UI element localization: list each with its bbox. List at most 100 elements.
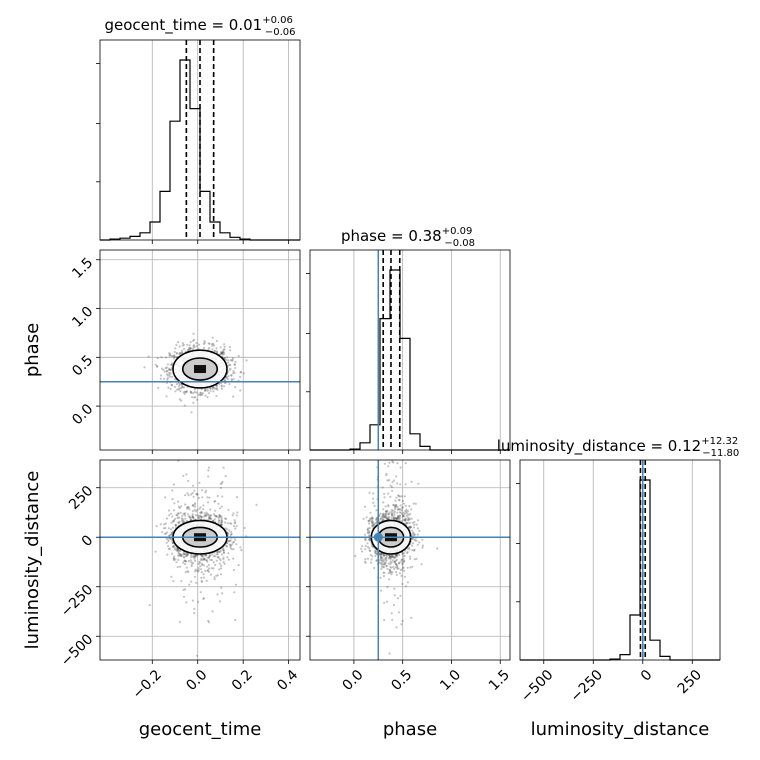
- scatter-point: [400, 574, 403, 578]
- scatter-point: [392, 511, 395, 515]
- scatter-point: [211, 344, 214, 347]
- scatter-point: [210, 518, 213, 521]
- scatter-point: [390, 512, 393, 515]
- x-tick-label: 0.0: [340, 667, 367, 694]
- title-phase-minus: −0.08: [444, 238, 475, 249]
- scatter-point: [393, 560, 396, 563]
- scatter-point: [404, 512, 407, 515]
- scatter-point: [219, 573, 223, 576]
- scatter-point: [178, 552, 181, 555]
- scatter-point: [156, 357, 159, 360]
- scatter-point: [385, 474, 388, 477]
- scatter-point: [382, 501, 385, 504]
- scatter-point: [393, 561, 396, 564]
- title-distance: luminosity_distance = 0.12+12.32 −11.80: [497, 436, 739, 459]
- scatter-point: [204, 491, 207, 494]
- scatter-point: [188, 516, 191, 519]
- scatter-point: [235, 496, 239, 499]
- panel-frame: [309, 249, 511, 451]
- scatter-point: [387, 492, 390, 495]
- scatter-point: [165, 395, 168, 398]
- scatter-point: [203, 342, 206, 345]
- scatter-point: [383, 618, 386, 622]
- scatter-point: [403, 569, 406, 573]
- panel-frame: [99, 39, 301, 241]
- scatter-point: [383, 492, 386, 495]
- scatter-point: [190, 391, 193, 394]
- scatter-point: [384, 512, 387, 516]
- scatter-point: [179, 390, 182, 393]
- scatter-point: [402, 566, 405, 569]
- scatter-point: [175, 513, 178, 517]
- scatter-point: [173, 354, 176, 357]
- scatter-point: [200, 510, 203, 513]
- scatter-point: [219, 346, 222, 349]
- scatter-point: [165, 517, 168, 520]
- scatter-point: [218, 568, 221, 571]
- scatter-point: [172, 483, 175, 486]
- scatter-point: [202, 573, 205, 576]
- scatter-point: [166, 373, 169, 376]
- scatter-point: [206, 569, 210, 572]
- scatter-point: [389, 565, 392, 568]
- scatter-point: [375, 509, 378, 512]
- scatter-point: [411, 537, 414, 540]
- scatter-point: [176, 521, 179, 524]
- scatter-point: [170, 363, 173, 366]
- scatter-point: [196, 554, 199, 557]
- scatter-point: [411, 544, 414, 547]
- scatter-point: [217, 521, 220, 524]
- scatter-point: [170, 538, 173, 541]
- scatter-point: [174, 355, 177, 358]
- scatter-point: [403, 554, 406, 558]
- scatter-point: [148, 604, 151, 607]
- scatter-point: [403, 495, 406, 498]
- scatter-point: [178, 506, 181, 510]
- scatter-point: [220, 351, 223, 354]
- x-tick-label: 1.5: [486, 667, 513, 694]
- scatter-point: [201, 558, 204, 562]
- scatter-point: [163, 370, 166, 373]
- scatter-point: [225, 375, 228, 378]
- scatter-point: [391, 554, 394, 557]
- scatter-point: [237, 354, 240, 358]
- scatter-point: [421, 546, 424, 549]
- scatter-point: [173, 378, 176, 381]
- scatter-point: [380, 563, 383, 566]
- scatter-point: [412, 502, 415, 505]
- scatter-point: [220, 523, 223, 526]
- scatter-point: [197, 569, 200, 572]
- scatter-point: [218, 507, 222, 510]
- scatter-point: [222, 547, 225, 550]
- scatter-point: [160, 367, 164, 370]
- scatter-point: [192, 495, 195, 498]
- scatter-point: [178, 520, 181, 523]
- x-tick-label: 1.0: [437, 667, 464, 694]
- scatter-point: [182, 595, 186, 598]
- scatter-point: [182, 551, 185, 554]
- scatter-point: [390, 573, 393, 576]
- scatter-point: [234, 583, 237, 586]
- scatter-point: [191, 514, 194, 517]
- scatter-point: [232, 395, 235, 398]
- scatter-point: [227, 508, 230, 511]
- scatter-point: [196, 508, 199, 512]
- scatter-point: [228, 363, 231, 366]
- scatter-point: [388, 511, 391, 514]
- scatter-point: [200, 516, 203, 519]
- scatter-point: [222, 556, 225, 559]
- xlabel-phase: phase: [383, 719, 437, 740]
- scatter-point: [174, 523, 178, 527]
- scatter-point: [363, 560, 367, 563]
- scatter-point: [165, 366, 168, 369]
- x-tick-label: 0.0: [183, 667, 210, 694]
- scatter-point: [188, 515, 191, 518]
- scatter-point: [219, 351, 222, 354]
- scatter-point: [193, 556, 196, 559]
- scatter-point: [221, 495, 224, 498]
- scatter-point: [382, 575, 385, 578]
- scatter-point: [415, 539, 418, 542]
- x-tick-label: 0.5: [388, 667, 415, 694]
- scatter-point: [408, 526, 411, 529]
- scatter-point: [200, 511, 203, 514]
